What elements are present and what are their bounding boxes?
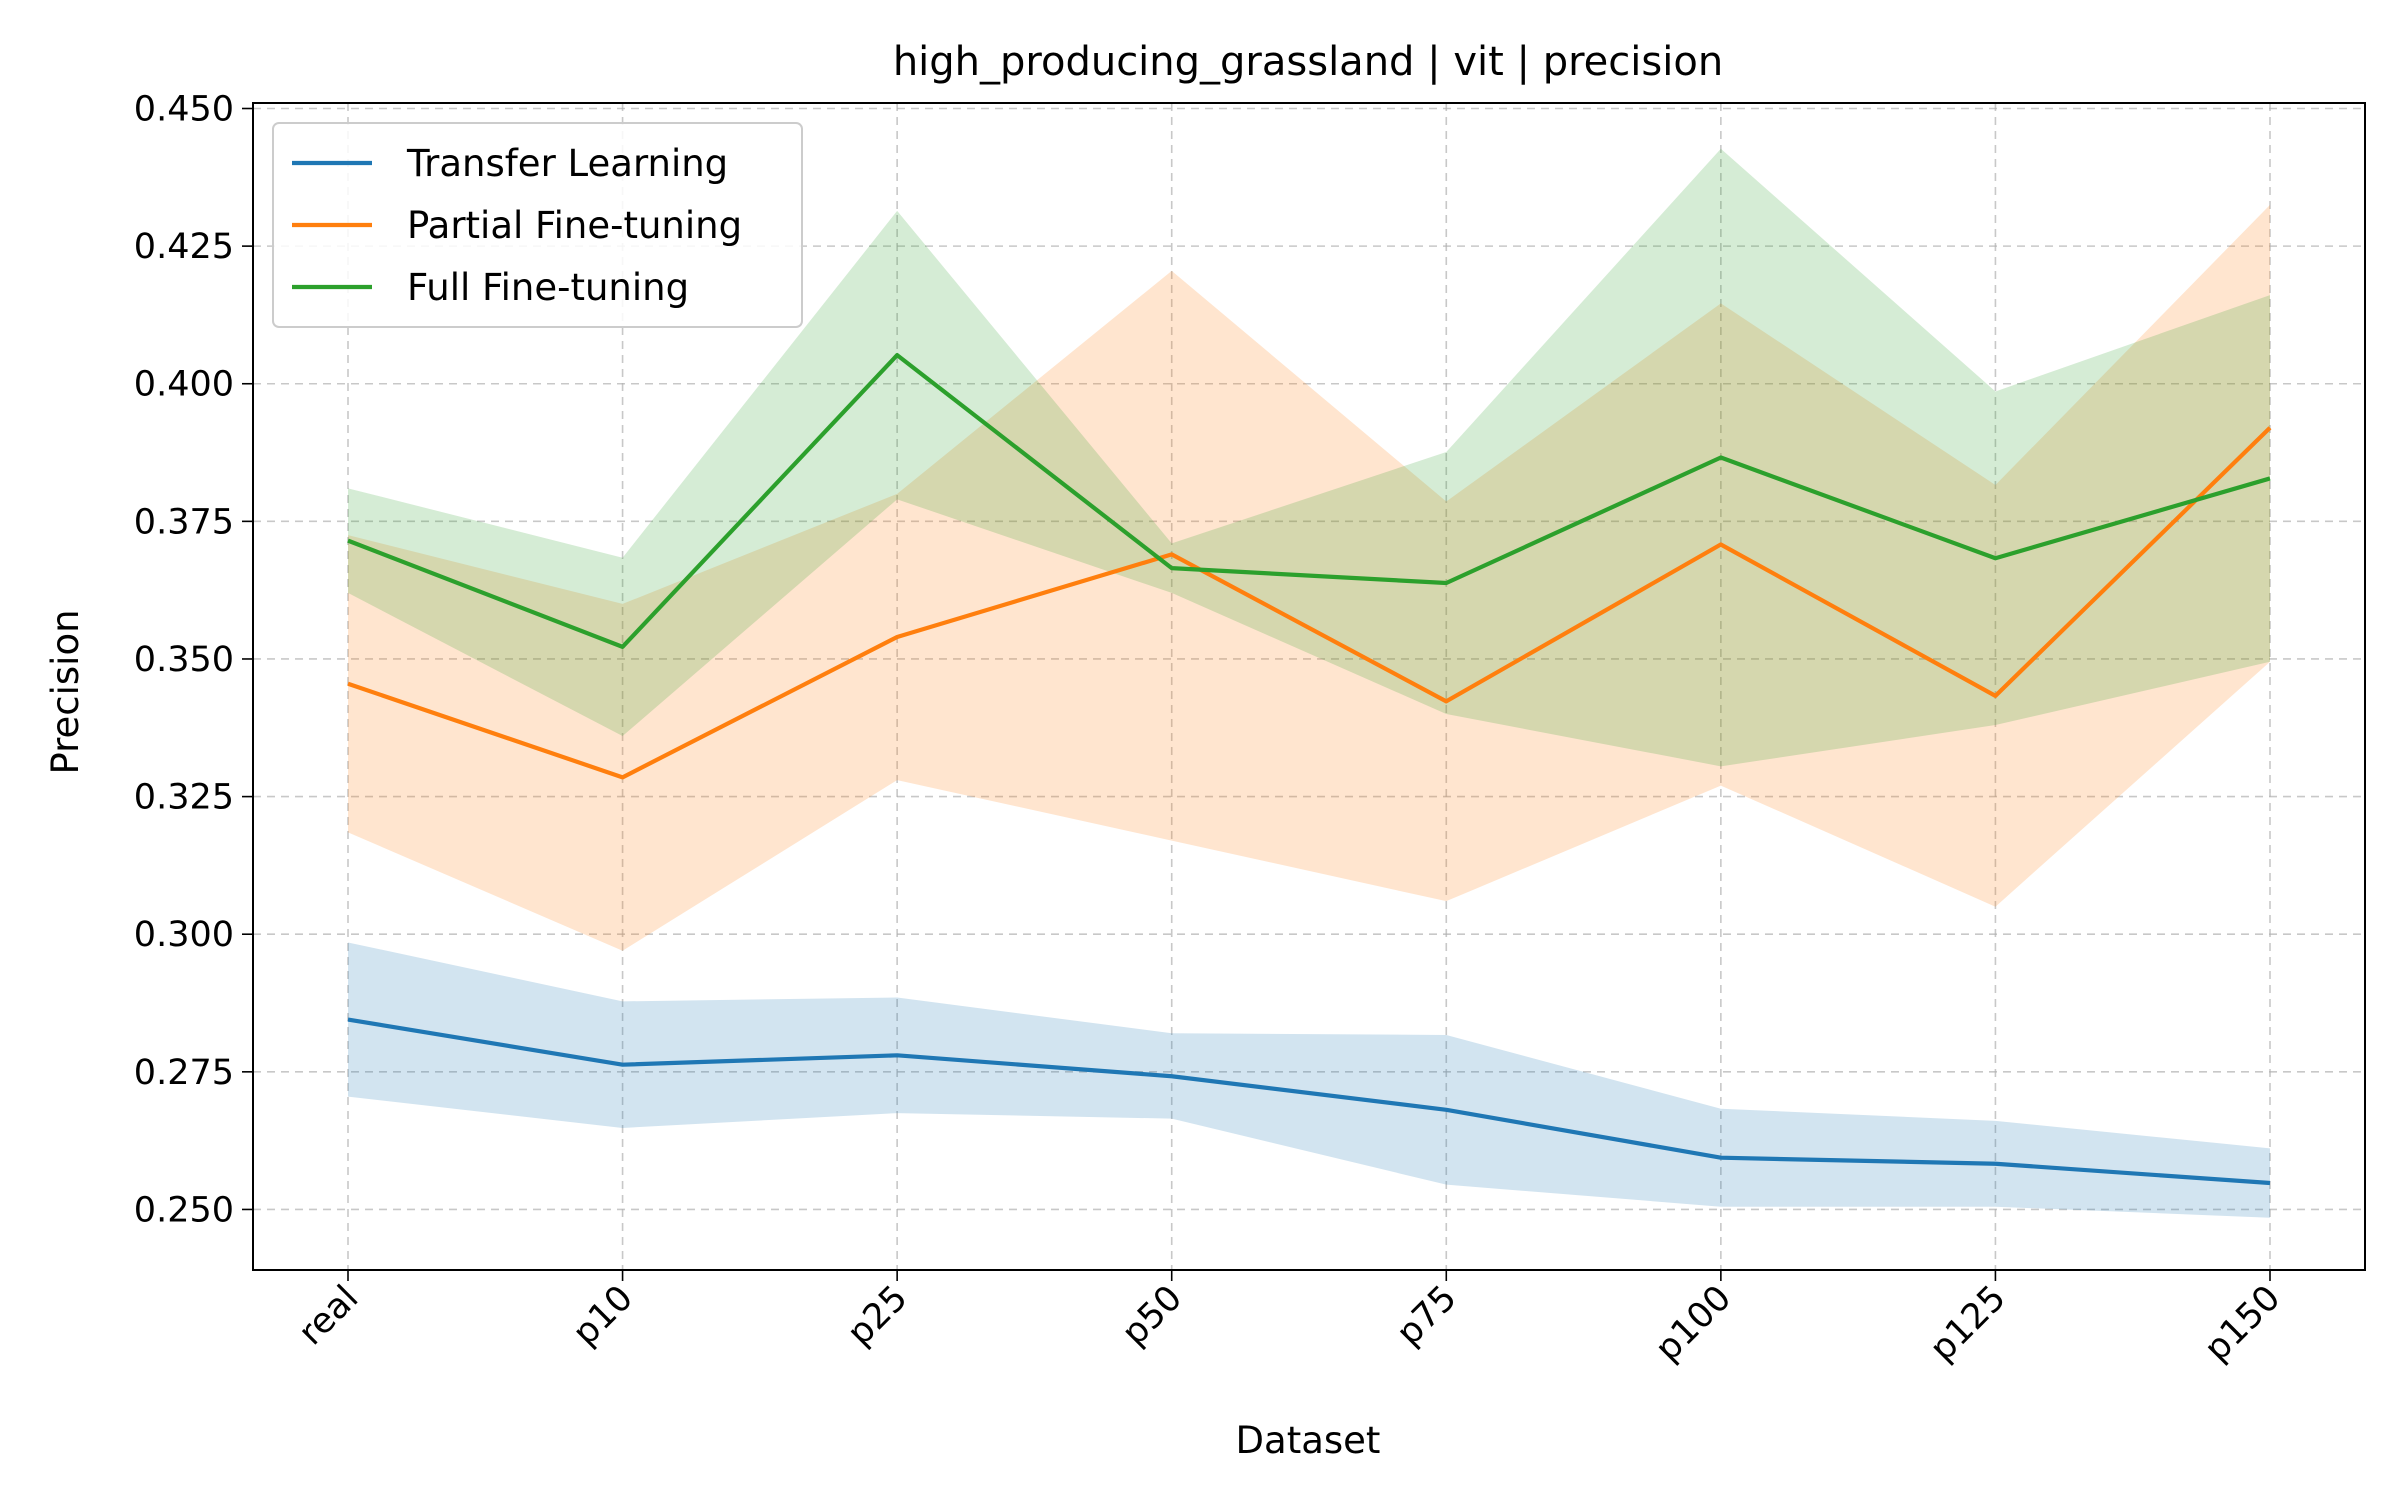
- y-tick-label: 0.250: [134, 1190, 234, 1230]
- confidence-band-layer: [348, 148, 2270, 1218]
- y-tick-label: 0.400: [134, 365, 234, 405]
- y-axis-label: Precision: [44, 609, 87, 774]
- confidence-band-transfer-learning: [348, 942, 2270, 1218]
- series-line-full-fine-tuning: [347, 353, 2271, 649]
- series-line-transfer-learning: [347, 1017, 2271, 1186]
- legend-box: [272, 122, 803, 328]
- confidence-band-full-fine-tuning: [348, 148, 2270, 767]
- legend-label: Partial Fine-tuning: [407, 204, 742, 247]
- plot-frame: [252, 102, 2366, 1271]
- confidence-band-partial-fine-tuning: [348, 204, 2270, 951]
- y-tick-label: 0.325: [134, 778, 234, 818]
- series-line-layer: [347, 353, 2272, 1186]
- y-tick-label: 0.450: [134, 90, 234, 130]
- chart-title: high_producing_grassland | vit | precisi…: [893, 39, 1723, 85]
- y-tick-label: 0.375: [134, 502, 234, 542]
- y-tick-label: 0.425: [134, 227, 234, 267]
- y-tick-label: 0.300: [134, 915, 234, 955]
- x-axis-label: Dataset: [1236, 1419, 1381, 1462]
- series-line-partial-fine-tuning: [347, 426, 2272, 780]
- grid-layer: [253, 103, 2365, 1270]
- y-tick-label: 0.275: [134, 1053, 234, 1093]
- y-tick-label: 0.350: [134, 640, 234, 680]
- legend-label: Transfer Learning: [406, 142, 728, 185]
- legend-label: Full Fine-tuning: [407, 266, 689, 309]
- legend: Transfer Learning Partial Fine-tuning Full…: [272, 122, 803, 328]
